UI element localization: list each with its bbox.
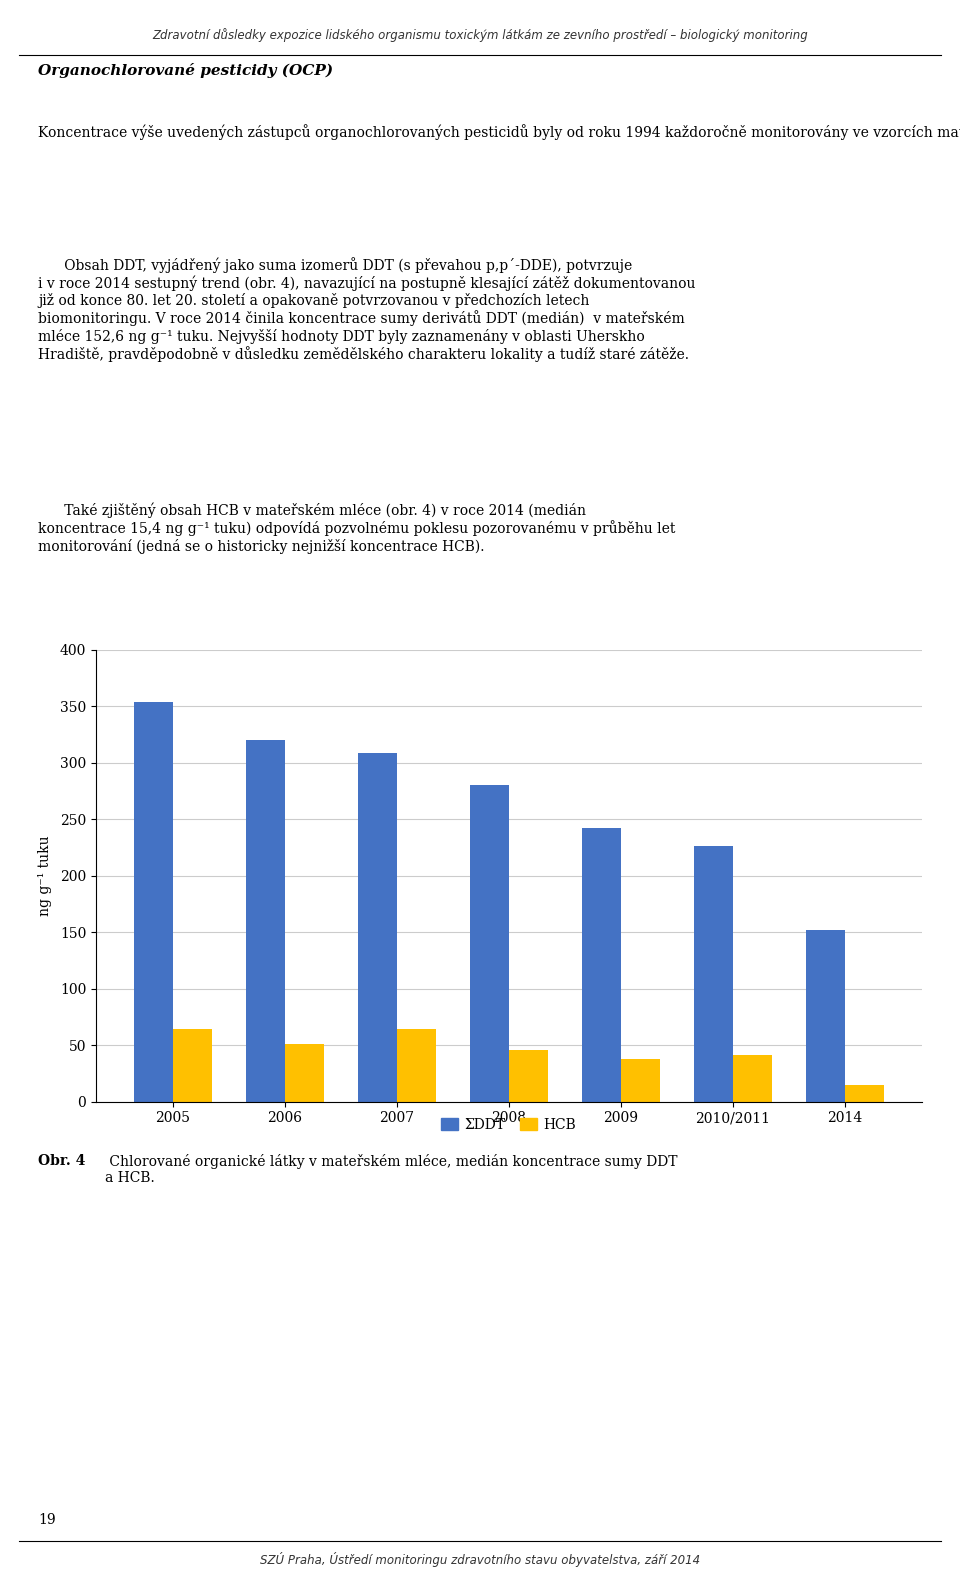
Bar xyxy=(582,829,621,1102)
Bar xyxy=(396,1029,436,1102)
Bar xyxy=(133,702,173,1102)
Text: Chlorované organické látky v mateřském mléce, medián koncentrace sumy DDT
a HCB.: Chlorované organické látky v mateřském m… xyxy=(105,1154,677,1186)
Bar xyxy=(469,786,509,1102)
Bar xyxy=(246,740,285,1102)
Bar xyxy=(173,1029,212,1102)
Bar xyxy=(509,1049,548,1102)
Text: SZÚ Praha, Ústředí monitoringu zdravotního stavu obyvatelstva, září 2014: SZÚ Praha, Ústředí monitoringu zdravotní… xyxy=(260,1552,700,1568)
Text: Zdravotní důsledky expozice lidského organismu toxickým látkám ze zevního prostř: Zdravotní důsledky expozice lidského org… xyxy=(152,29,808,41)
Text: Obsah DDT, vyjádřený jako suma izomerů DDT (s převahou p,p´-DDE), potvrzuje
i v : Obsah DDT, vyjádřený jako suma izomerů D… xyxy=(38,257,696,363)
Text: 19: 19 xyxy=(38,1514,56,1526)
Bar xyxy=(694,846,732,1102)
Bar xyxy=(732,1056,772,1102)
Text: Také zjištěný obsah HCB v mateřském mléce (obr. 4) v roce 2014 (medián
koncentra: Také zjištěný obsah HCB v mateřském mléc… xyxy=(38,502,676,553)
Bar xyxy=(805,930,845,1102)
Y-axis label: ng g⁻¹ tuku: ng g⁻¹ tuku xyxy=(37,835,52,916)
Bar xyxy=(285,1045,324,1102)
Text: Organochlorované pesticidy (OCP): Organochlorované pesticidy (OCP) xyxy=(38,63,333,78)
Bar xyxy=(845,1084,884,1102)
Bar xyxy=(357,753,396,1102)
Bar xyxy=(621,1059,660,1102)
Text: Obr. 4: Obr. 4 xyxy=(38,1154,85,1168)
Legend: ΣDDT, HCB: ΣDDT, HCB xyxy=(436,1113,582,1136)
Text: Koncentrace výše uvedených zástupců organochlorovaných pesticidů byly od roku 19: Koncentrace výše uvedených zástupců orga… xyxy=(38,124,960,139)
